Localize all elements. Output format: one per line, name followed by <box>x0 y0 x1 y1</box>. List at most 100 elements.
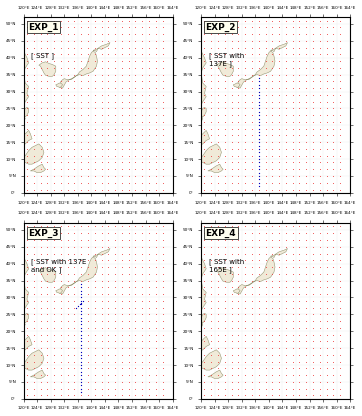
Point <box>65 173 71 179</box>
Point <box>24 311 30 318</box>
Point <box>256 115 262 122</box>
Point <box>105 284 111 291</box>
Point <box>276 179 282 186</box>
Point <box>78 281 84 287</box>
Point <box>215 270 221 277</box>
Point <box>256 85 262 92</box>
Point <box>85 291 91 297</box>
Point <box>331 186 336 193</box>
Point <box>31 277 37 284</box>
Point <box>337 132 343 139</box>
Point <box>209 230 214 237</box>
Point <box>296 243 302 250</box>
Point <box>337 37 343 44</box>
Point <box>51 311 57 318</box>
Point <box>160 385 165 392</box>
Point <box>249 365 255 372</box>
Point <box>236 166 241 173</box>
Point <box>65 58 71 64</box>
Point <box>45 358 50 365</box>
Point <box>78 152 84 159</box>
Point <box>92 146 98 152</box>
Point <box>202 31 207 37</box>
Point <box>126 304 131 311</box>
Point <box>229 78 235 85</box>
Point <box>337 179 343 186</box>
Point <box>146 31 152 37</box>
Point <box>98 304 104 311</box>
Point <box>146 152 152 159</box>
Point <box>296 119 302 125</box>
Point <box>98 270 104 277</box>
Point <box>78 352 84 358</box>
Point <box>112 379 118 385</box>
Point <box>139 379 145 385</box>
Point <box>222 179 228 186</box>
Point <box>236 152 241 159</box>
Point <box>31 230 37 237</box>
Point <box>236 270 241 277</box>
Point <box>38 139 43 146</box>
Point <box>269 64 275 71</box>
Point <box>72 179 77 186</box>
Point <box>310 24 316 31</box>
Point <box>85 358 91 365</box>
Point <box>256 37 262 44</box>
Point <box>236 85 241 92</box>
Point <box>126 112 131 119</box>
Point <box>249 291 255 297</box>
Point <box>132 146 138 152</box>
Point <box>296 98 302 105</box>
Point <box>78 385 84 392</box>
Point <box>98 358 104 365</box>
Point <box>38 345 43 352</box>
Point <box>153 31 159 37</box>
Point <box>290 58 295 64</box>
Point <box>45 311 50 318</box>
Point <box>31 186 37 193</box>
Point <box>242 324 248 331</box>
Point <box>51 139 57 146</box>
Point <box>65 186 71 193</box>
Point <box>283 24 289 31</box>
Point <box>92 257 98 264</box>
Point <box>269 223 275 230</box>
Point <box>303 44 309 51</box>
Point <box>283 379 289 385</box>
Point <box>146 98 152 105</box>
Point <box>331 345 336 352</box>
Point <box>139 311 145 318</box>
Point <box>303 257 309 264</box>
Polygon shape <box>93 248 110 258</box>
Point <box>51 159 57 166</box>
Point <box>331 304 336 311</box>
Point <box>119 277 125 284</box>
Point <box>105 179 111 186</box>
Point <box>132 304 138 311</box>
Point <box>78 186 84 193</box>
Point <box>303 392 309 399</box>
Point <box>85 146 91 152</box>
Point <box>317 392 323 399</box>
Point <box>112 270 118 277</box>
Point <box>249 58 255 64</box>
Point <box>262 58 268 64</box>
Point <box>276 284 282 291</box>
Point <box>296 17 302 24</box>
Point <box>324 277 329 284</box>
Point <box>65 264 71 270</box>
Point <box>132 264 138 270</box>
Point <box>160 243 165 250</box>
Point <box>242 159 248 166</box>
Point <box>146 71 152 78</box>
Point <box>38 166 43 173</box>
Point <box>119 223 125 230</box>
Point <box>262 166 268 173</box>
Point <box>256 250 262 257</box>
Point <box>242 85 248 92</box>
Point <box>45 277 50 284</box>
Point <box>303 51 309 58</box>
Point <box>132 166 138 173</box>
Point <box>98 105 104 112</box>
Point <box>209 345 214 352</box>
